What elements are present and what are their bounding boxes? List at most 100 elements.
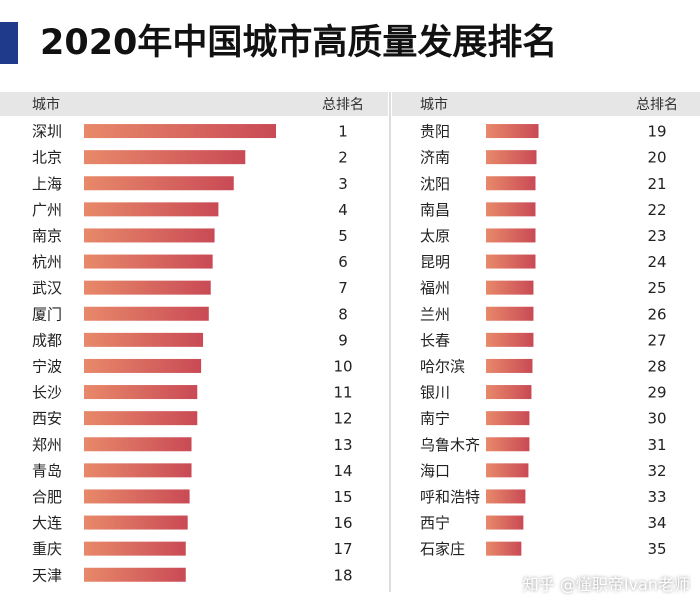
header-city-left: 城市 [32,96,60,113]
city-label: 呼和浩特 [420,488,480,506]
bar [84,463,192,478]
bar [486,202,536,217]
city-label: 武汉 [32,279,62,297]
city-label: 合肥 [32,488,62,506]
bar [84,515,188,530]
rank-label: 31 [647,436,666,454]
rank-label: 34 [647,514,666,532]
bar [84,411,198,426]
bar [486,541,522,556]
city-label: 成都 [32,331,62,349]
bar [486,306,534,321]
rank-label: 9 [338,331,348,349]
city-label: 长春 [420,331,450,349]
bar [84,124,276,139]
city-label: 广州 [32,201,62,219]
rank-label: 10 [333,357,352,375]
city-label: 贵阳 [420,123,450,141]
rank-label: 15 [333,488,352,506]
city-label: 石家庄 [420,540,465,558]
header-rank-right: 总排名 [636,97,678,113]
rank-label: 13 [333,436,352,454]
rank-label: 30 [647,410,666,428]
city-label: 昆明 [420,253,450,271]
rank-label: 23 [647,227,666,245]
bar [84,541,186,556]
city-label: 深圳 [32,123,62,141]
city-label: 海口 [420,462,450,480]
city-label: 济南 [420,149,450,167]
rank-label: 6 [338,253,348,271]
rank-label: 20 [647,149,666,167]
bar [84,332,204,347]
bar [486,385,532,400]
bar [486,358,533,373]
bar [84,385,198,400]
city-label: 哈尔滨 [420,357,465,375]
city-label: 天津 [32,566,62,584]
city-label: 大连 [32,514,62,532]
rank-label: 18 [333,566,352,584]
bar [486,176,536,191]
city-label: 厦门 [32,305,62,323]
header-row-left [0,92,388,116]
rank-label: 24 [647,253,666,271]
city-label: 宁波 [32,357,62,375]
rank-label: 19 [647,123,666,141]
rank-label: 1 [338,123,348,141]
bar [486,437,530,452]
bar [84,254,213,269]
city-label: 乌鲁木齐 [420,436,480,454]
bar [84,280,211,295]
bar [84,176,234,191]
bar [486,489,526,504]
rank-label: 16 [333,514,352,532]
rank-label: 29 [647,384,666,402]
bar [486,332,534,347]
bar [84,567,186,582]
bar [84,489,190,504]
rank-label: 11 [333,384,352,402]
bar [84,358,202,373]
city-label: 福州 [420,279,450,297]
rank-label: 7 [338,279,348,297]
city-label: 西安 [32,410,62,428]
bar [84,202,219,217]
rank-label: 2 [338,149,348,167]
header-city-right: 城市 [420,96,448,113]
rank-label: 27 [647,331,666,349]
header-rank-left: 总排名 [322,97,364,113]
bar [486,228,536,243]
rank-label: 32 [647,462,666,480]
rank-label: 5 [338,227,348,245]
bar [486,280,534,295]
watermark-text: 知乎 @懂职帝Ivan老师 [522,575,690,594]
city-label: 北京 [32,149,62,167]
rank-label: 4 [338,201,348,219]
bar [486,463,529,478]
header-row-right [392,92,700,116]
rank-label: 35 [647,540,666,558]
city-label: 沈阳 [420,175,450,193]
chart-title: 2020年中国城市高质量发展排名 [40,23,558,63]
city-label: 银川 [420,384,450,402]
bar [486,411,530,426]
rank-label: 33 [647,488,666,506]
rank-label: 3 [338,175,348,193]
rank-label: 14 [333,462,352,480]
bar [84,228,215,243]
rank-label: 12 [333,410,352,428]
city-label: 南宁 [420,410,450,428]
rank-label: 21 [647,175,666,193]
rank-label: 25 [647,279,666,297]
city-label: 郑州 [32,436,62,454]
city-label: 杭州 [32,253,62,271]
bar [486,515,524,530]
city-label: 西宁 [420,514,450,532]
city-label: 重庆 [32,540,62,558]
rank-label: 17 [333,540,352,558]
city-label: 南昌 [420,201,450,219]
city-label: 长沙 [32,384,62,402]
rank-label: 26 [647,305,666,323]
